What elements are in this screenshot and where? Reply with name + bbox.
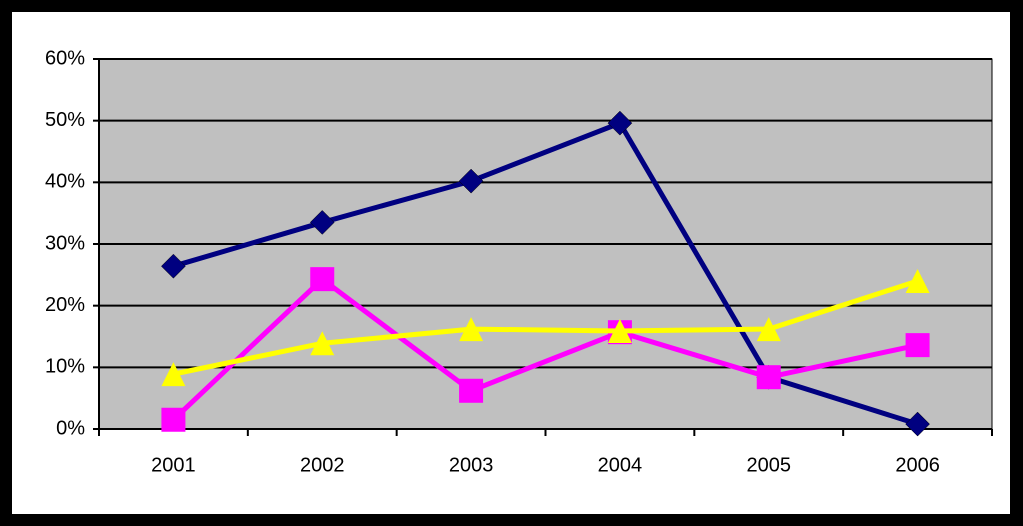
- y-tick-label: 0%: [56, 417, 85, 439]
- marker: [905, 333, 930, 358]
- x-tick-label: 2004: [598, 454, 643, 476]
- x-tick-label: 2002: [300, 454, 345, 476]
- marker: [161, 253, 186, 279]
- marker: [310, 267, 335, 292]
- y-tick-label: 40%: [45, 171, 85, 193]
- x-tick-label: 2003: [449, 454, 494, 476]
- marker: [459, 317, 484, 342]
- marker: [607, 318, 632, 343]
- y-tick-label: 60%: [45, 47, 85, 69]
- y-tick-label: 20%: [45, 294, 85, 316]
- marker: [161, 407, 186, 432]
- series-line: [171, 276, 919, 422]
- series-line: [172, 120, 919, 427]
- marker: [161, 362, 186, 387]
- marker: [310, 331, 335, 356]
- x-tick-label: 2001: [151, 454, 196, 476]
- marker: [309, 210, 335, 235]
- y-tick-label: 50%: [45, 109, 85, 131]
- series-line: [172, 278, 919, 377]
- y-tick-label: 10%: [45, 356, 85, 378]
- marker: [607, 110, 633, 136]
- y-tick-label: 30%: [45, 232, 85, 254]
- marker: [905, 269, 930, 293]
- marker: [458, 168, 484, 194]
- marker: [459, 378, 484, 403]
- marker: [756, 317, 781, 342]
- marker: [756, 365, 781, 390]
- x-tick-label: 2005: [747, 454, 792, 476]
- marker: [905, 411, 930, 437]
- x-tick-label: 2006: [895, 454, 940, 476]
